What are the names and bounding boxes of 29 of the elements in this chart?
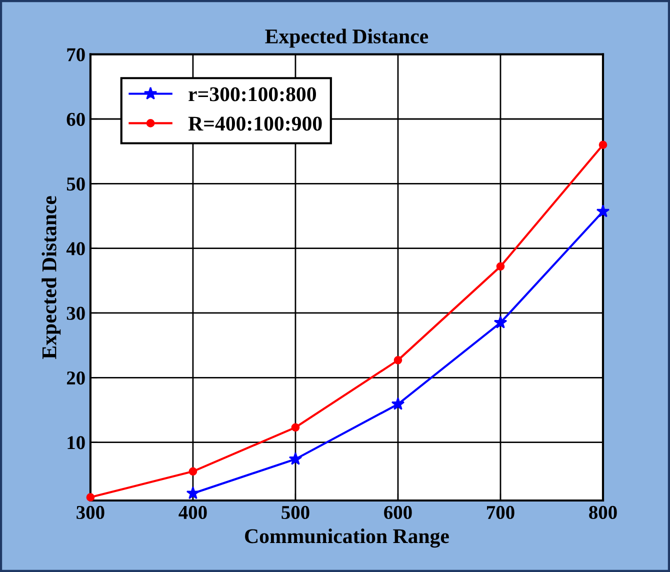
y-tick-label: 60 [66,112,85,126]
x-tick-label: 800 [589,506,617,520]
chart-title: Expected Distance [265,28,428,48]
y-tick-label: 50 [66,177,85,191]
point [188,467,198,476]
point [391,397,405,410]
point [86,493,95,502]
y-tick-label: 40 [66,242,85,256]
x-tick-label: 300 [76,506,104,520]
y-tick-label: 10 [68,436,85,450]
point [496,262,505,271]
x-tick-label: 400 [178,506,207,520]
y-tick-label: 70 [67,48,85,62]
x-tick-label: 600 [384,506,412,520]
legend-label: R=400:100:900 [188,116,322,131]
x-tick-label: 700 [487,506,514,520]
legend-label: r=300:100:800 [188,87,316,102]
point [494,316,508,328]
point [394,356,402,364]
point [186,486,200,500]
x-tick-label: 500 [282,506,310,520]
y-tick-label: 20 [66,371,85,385]
y-axis-title: Expected Distance [42,196,61,359]
y-tick-label: 30 [66,306,85,320]
point [288,452,302,465]
point [291,423,300,432]
point [596,204,610,218]
point [598,140,608,150]
x-axis-title: Communication Range [245,528,449,548]
